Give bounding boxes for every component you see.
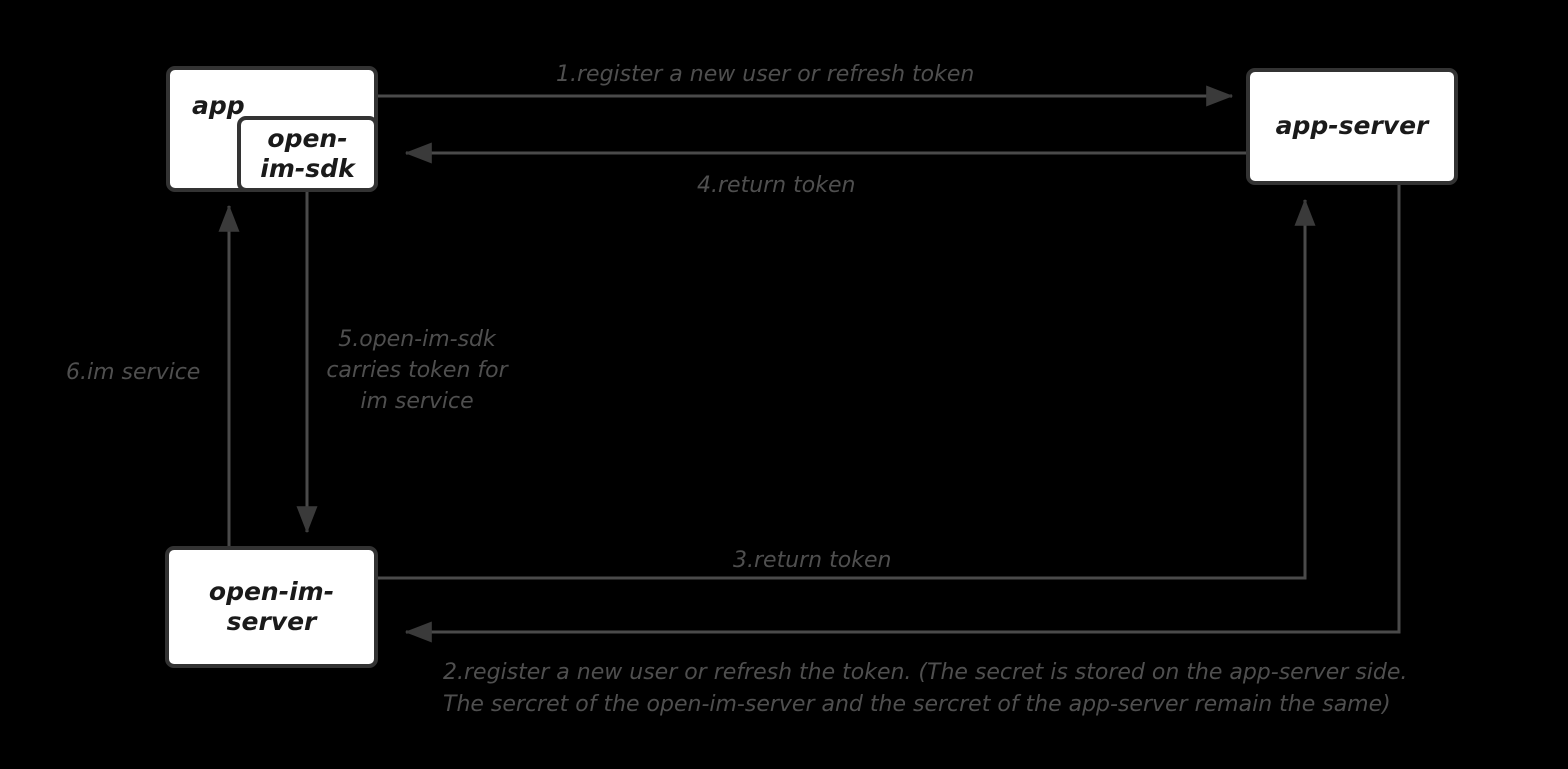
edge-label-step4: 4.return token: [697, 173, 856, 198]
edge-label-step1: 1.register a new user or refresh token: [556, 62, 975, 87]
edge-label-step5: 5.open-im-sdk carries token for im servi…: [326, 327, 508, 415]
edge-step3: [378, 198, 1316, 580]
node-app-server[interactable]: app-server: [1246, 68, 1458, 185]
node-open-im-server-label: open-im- server: [208, 576, 335, 637]
node-open-im-sdk-label: open- im-sdk: [260, 123, 355, 184]
node-open-im-server[interactable]: open-im- server: [165, 546, 378, 668]
node-app-server-label: app-server: [1275, 111, 1429, 141]
edge-label-step3: 3.return token: [733, 548, 892, 573]
node-open-im-sdk[interactable]: open- im-sdk: [237, 116, 378, 192]
edge-step2: [404, 185, 1401, 643]
edge-label-step2: 2.register a new user or refresh the tok…: [443, 660, 1408, 717]
edge-label-step6: 6.im service: [66, 360, 201, 385]
node-app-label: app: [192, 91, 245, 120]
